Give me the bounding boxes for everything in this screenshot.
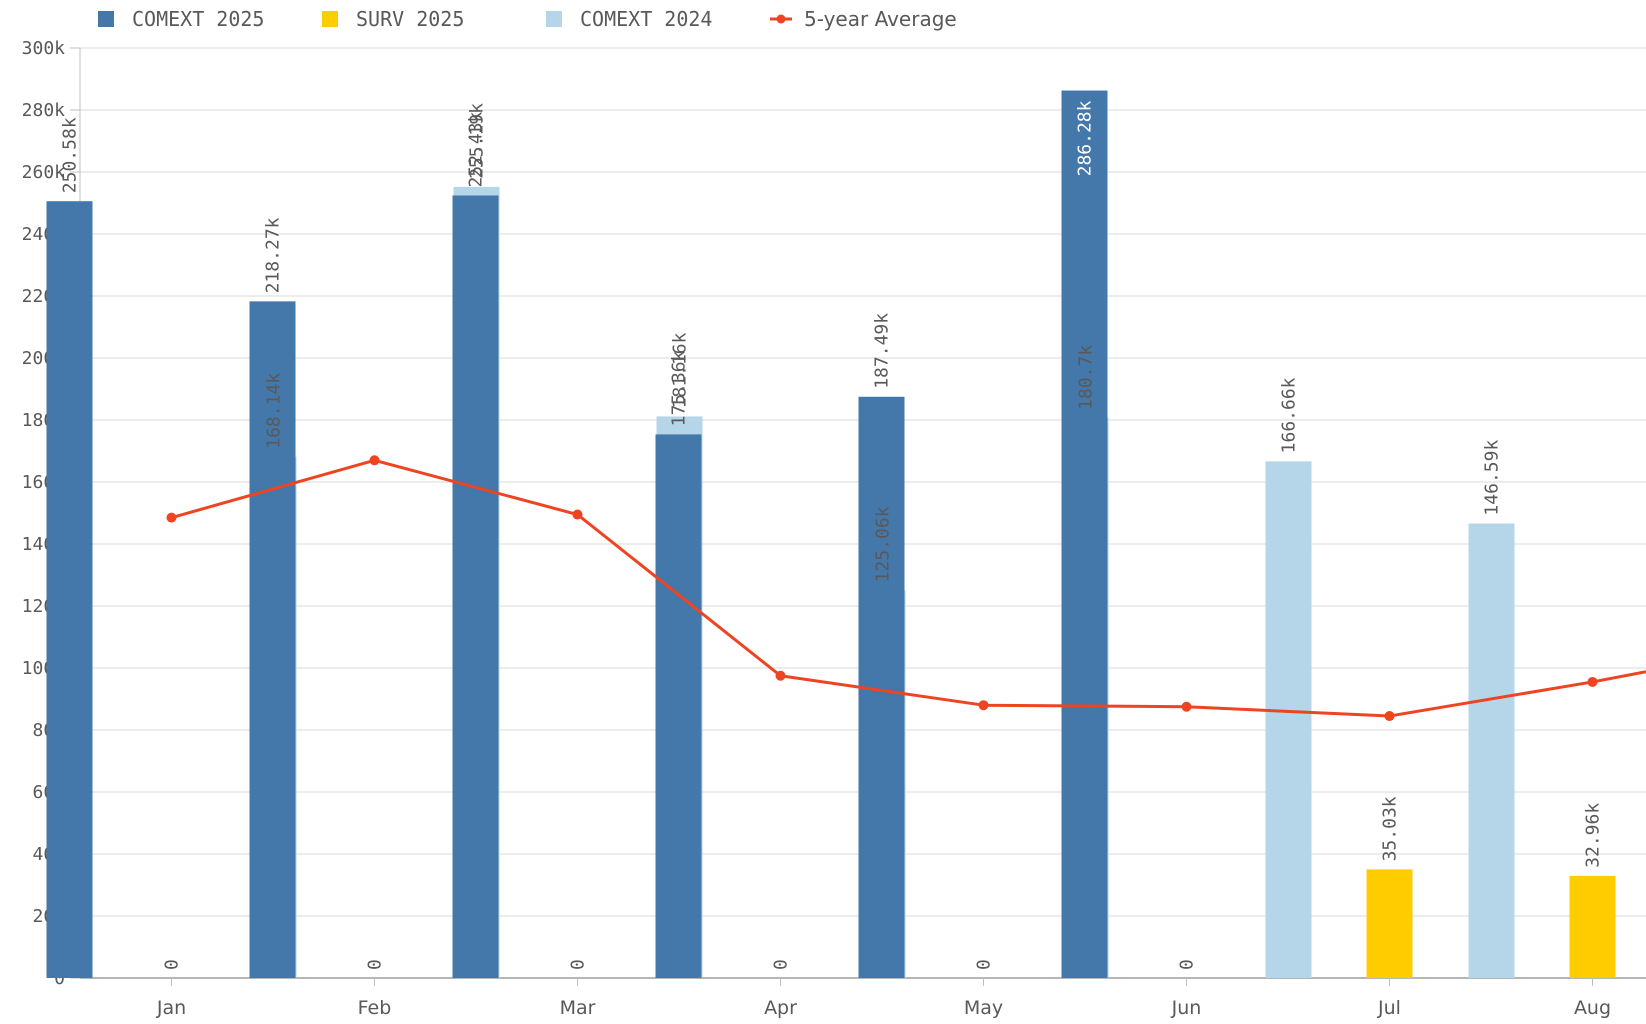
- x-tick-label: Apr: [764, 997, 797, 1019]
- line-point[interactable]: [369, 455, 380, 466]
- data-label: 286.28k: [1075, 100, 1096, 176]
- legend-swatch-2: [546, 11, 562, 27]
- legend-marker-3: [776, 14, 786, 24]
- data-label: 187.49k: [872, 313, 893, 389]
- data-label: 168.14k: [264, 373, 285, 449]
- line-point[interactable]: [1587, 676, 1598, 687]
- x-tick-label: Feb: [358, 997, 392, 1019]
- data-label: 0: [162, 959, 183, 970]
- data-label: 125.06k: [873, 506, 894, 582]
- bar[interactable]: [1061, 90, 1108, 979]
- x-tick-label: Aug: [1574, 997, 1611, 1019]
- data-label: 180.7k: [1076, 345, 1097, 410]
- x-tick-label: Jan: [156, 997, 186, 1019]
- bar[interactable]: [655, 434, 702, 978]
- data-label: 0: [771, 959, 792, 970]
- line-point[interactable]: [166, 512, 177, 523]
- data-label: 255.19k: [467, 103, 488, 179]
- data-label: 0: [568, 959, 589, 970]
- data-label: 181.16k: [670, 332, 691, 408]
- bar[interactable]: [249, 301, 296, 978]
- legend-item-label[interactable]: SURV 2025: [356, 7, 464, 31]
- legend-swatch-0: [98, 11, 114, 27]
- bar[interactable]: [1569, 875, 1616, 978]
- bar[interactable]: [1468, 523, 1515, 978]
- legend-item-label[interactable]: COMEXT 2025: [132, 7, 264, 31]
- legend-item-label[interactable]: COMEXT 2024: [580, 7, 712, 31]
- data-label: 0: [974, 959, 995, 970]
- x-tick-label: May: [964, 997, 1003, 1019]
- line-point[interactable]: [978, 700, 989, 711]
- bar[interactable]: [1366, 869, 1413, 978]
- y-tick-label: 260k: [22, 162, 66, 183]
- y-tick-label: 300k: [22, 38, 66, 59]
- data-label: 0: [1177, 959, 1198, 970]
- data-label: 35.03k: [1380, 796, 1401, 861]
- x-tick-label: Jun: [1171, 997, 1202, 1019]
- line-point[interactable]: [775, 670, 786, 681]
- bar[interactable]: [1265, 461, 1312, 978]
- x-tick-label: Jul: [1377, 997, 1401, 1019]
- data-label: 250.58k: [60, 117, 81, 193]
- data-label: 166.66k: [1279, 377, 1300, 453]
- legend: COMEXT 2025 SURV 2025 COMEXT 2024 5-year Av…: [98, 7, 957, 31]
- line-point[interactable]: [572, 509, 583, 520]
- line-point[interactable]: [1384, 711, 1395, 722]
- y-tick-label: 280k: [22, 100, 66, 121]
- data-label: 218.27k: [263, 217, 284, 293]
- data-label: 32.96k: [1583, 803, 1604, 868]
- data-label: 252.43k: [466, 111, 487, 187]
- data-label: 175.36k: [669, 350, 690, 426]
- bar[interactable]: [452, 195, 499, 979]
- y-tick-label: 0: [54, 968, 65, 989]
- line-point[interactable]: [1181, 701, 1192, 712]
- data-label: 0: [365, 959, 386, 970]
- legend-swatch-1: [322, 11, 338, 27]
- x-axis: Jan Feb Mar Apr May Jun Jul Aug: [80, 977, 1646, 1019]
- legend-item-label[interactable]: 5-year Average: [804, 7, 957, 31]
- average-line: [166, 455, 1646, 722]
- bar[interactable]: [46, 201, 93, 978]
- average-line-path: [171, 458, 1646, 718]
- data-label: 146.59k: [1482, 440, 1503, 516]
- x-tick-label: Mar: [560, 997, 596, 1019]
- bars: [46, 90, 1616, 979]
